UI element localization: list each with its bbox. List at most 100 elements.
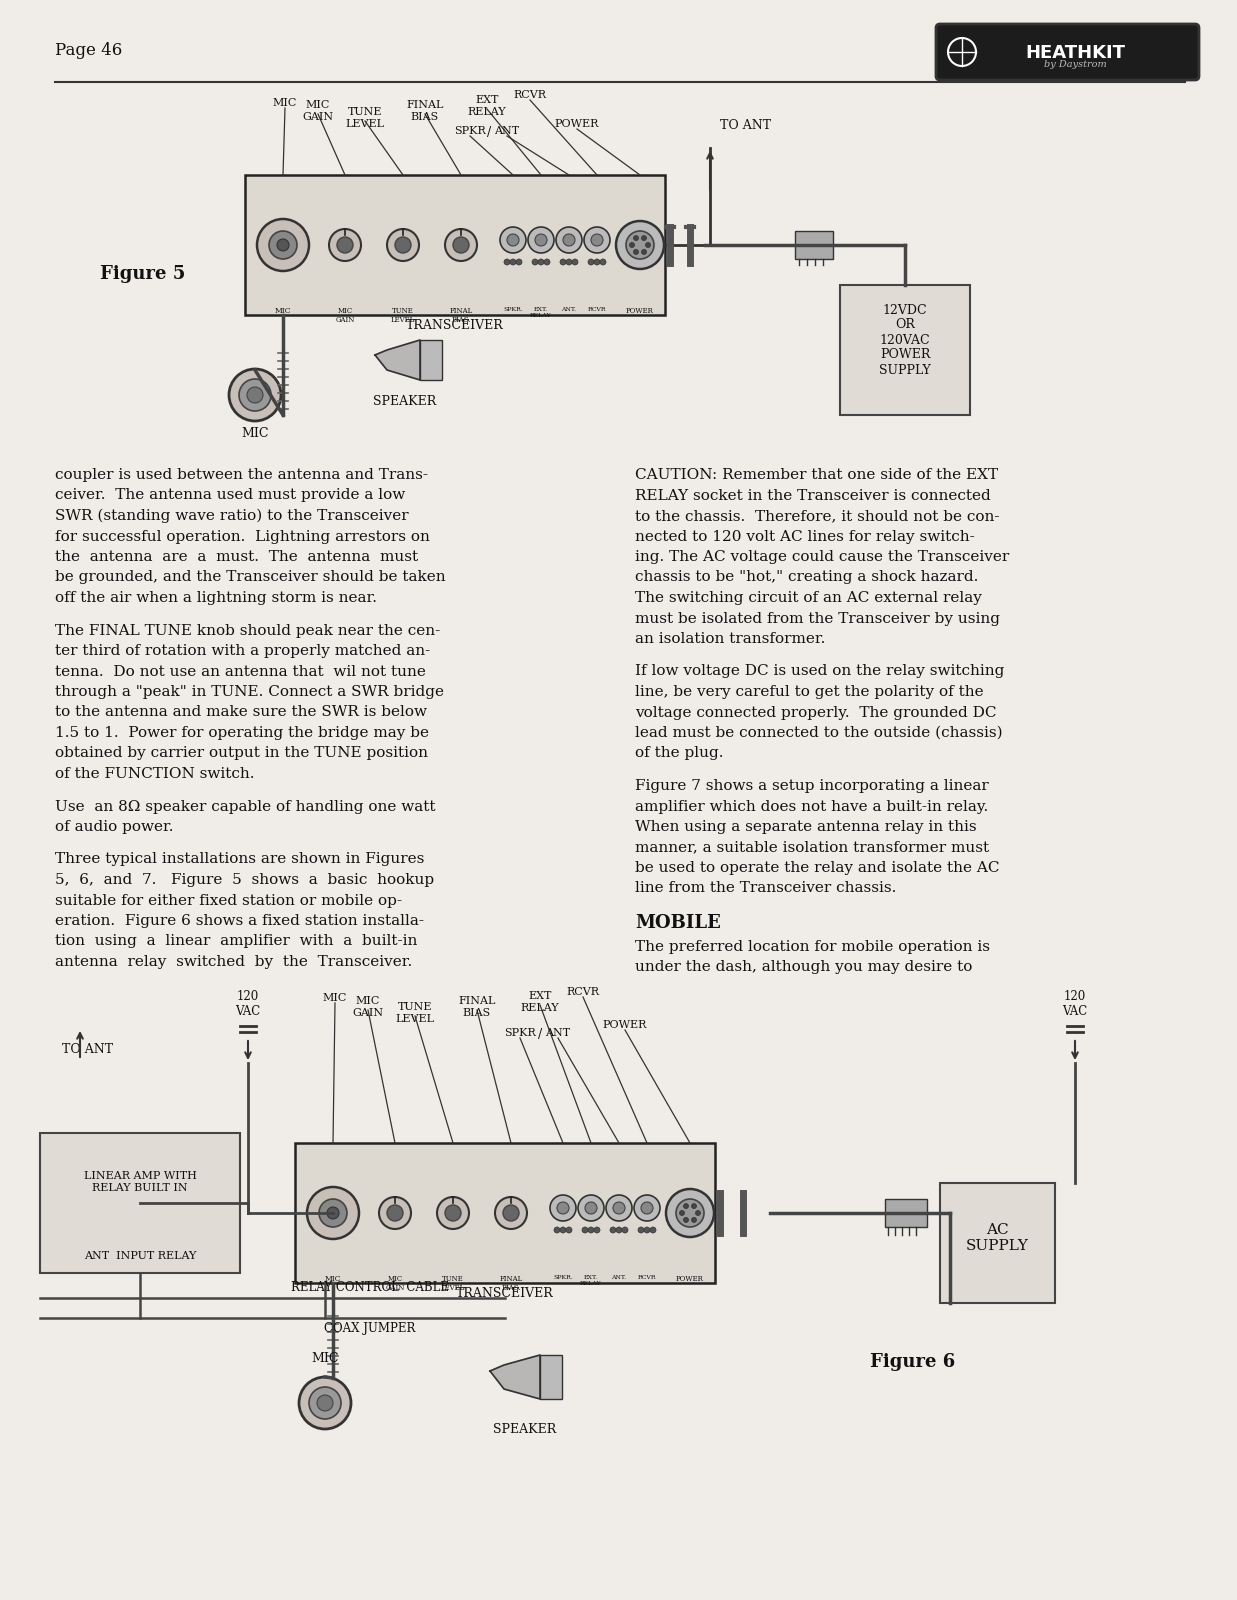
Circle shape [560, 259, 567, 266]
Circle shape [387, 229, 419, 261]
Text: RCVR: RCVR [638, 1275, 657, 1280]
Text: TO ANT: TO ANT [720, 118, 771, 133]
Circle shape [247, 387, 263, 403]
Text: When using a separate antenna relay in this: When using a separate antenna relay in t… [635, 819, 977, 834]
Text: TUNE
LEVEL: TUNE LEVEL [396, 1002, 434, 1024]
Bar [294, 1142, 715, 1283]
Circle shape [614, 1202, 625, 1214]
Circle shape [445, 229, 477, 261]
Circle shape [684, 1203, 689, 1208]
Text: 5,  6,  and  7.   Figure  5  shows  a  basic  hookup: 5, 6, and 7. Figure 5 shows a basic hook… [54, 874, 434, 886]
Text: eration.  Figure 6 shows a fixed station installa-: eration. Figure 6 shows a fixed station … [54, 914, 424, 928]
Text: TO ANT: TO ANT [62, 1043, 113, 1056]
Circle shape [317, 1395, 333, 1411]
Circle shape [516, 259, 522, 266]
Circle shape [453, 237, 469, 253]
Text: be used to operate the relay and isolate the AC: be used to operate the relay and isolate… [635, 861, 999, 875]
Text: FINAL
BIAS.: FINAL BIAS. [449, 307, 473, 325]
Circle shape [445, 1205, 461, 1221]
Circle shape [646, 243, 651, 248]
Text: ANT  INPUT RELAY: ANT INPUT RELAY [84, 1251, 197, 1261]
Text: POWER: POWER [602, 1021, 647, 1030]
Text: lead must be connected to the outside (chassis): lead must be connected to the outside (c… [635, 726, 1003, 739]
Circle shape [642, 250, 647, 254]
Circle shape [622, 1227, 628, 1234]
Circle shape [560, 1227, 567, 1234]
Text: TRANSCEIVER: TRANSCEIVER [406, 318, 503, 333]
Circle shape [641, 1202, 653, 1214]
Text: ceiver.  The antenna used must provide a low: ceiver. The antenna used must provide a … [54, 488, 406, 502]
Text: EXT
RELAY: EXT RELAY [468, 94, 506, 117]
Text: /: / [538, 1029, 542, 1042]
Circle shape [635, 1195, 661, 1221]
Text: manner, a suitable isolation transformer must: manner, a suitable isolation transformer… [635, 840, 990, 854]
Circle shape [578, 1195, 604, 1221]
Bar [541, 1355, 562, 1398]
Text: SPEAKER: SPEAKER [494, 1422, 557, 1437]
Circle shape [299, 1378, 351, 1429]
Circle shape [675, 1198, 704, 1227]
Text: The preferred location for mobile operation is: The preferred location for mobile operat… [635, 939, 990, 954]
Circle shape [528, 227, 554, 253]
Text: 120
VAC: 120 VAC [1063, 990, 1087, 1018]
Text: nected to 120 volt AC lines for relay switch-: nected to 120 volt AC lines for relay sw… [635, 530, 975, 544]
Text: ANT.: ANT. [562, 307, 576, 312]
Text: POWER: POWER [626, 307, 654, 315]
Circle shape [229, 370, 281, 421]
Text: MIC
GAIN: MIC GAIN [302, 99, 334, 122]
Text: be grounded, and the Transceiver should be taken: be grounded, and the Transceiver should … [54, 571, 445, 584]
Text: off the air when a lightning storm is near.: off the air when a lightning storm is ne… [54, 590, 377, 605]
Text: to the chassis.  Therefore, it should not be con-: to the chassis. Therefore, it should not… [635, 509, 999, 523]
Text: RCVR: RCVR [513, 90, 547, 99]
Circle shape [336, 237, 353, 253]
Text: amplifier which does not have a built-in relay.: amplifier which does not have a built-in… [635, 800, 988, 813]
Circle shape [555, 227, 581, 253]
Circle shape [550, 1195, 576, 1221]
Circle shape [666, 1189, 714, 1237]
Text: The switching circuit of an AC external relay: The switching circuit of an AC external … [635, 590, 982, 605]
Circle shape [633, 235, 638, 240]
Text: RELAY CONTROL  CABLE: RELAY CONTROL CABLE [291, 1282, 449, 1294]
Text: Page 46: Page 46 [54, 42, 122, 59]
Text: MIC
GAIN: MIC GAIN [353, 995, 383, 1018]
Circle shape [239, 379, 271, 411]
Text: EXT
RELAY: EXT RELAY [521, 990, 559, 1013]
Circle shape [437, 1197, 469, 1229]
Circle shape [626, 230, 654, 259]
Circle shape [500, 227, 526, 253]
Text: chassis to be "hot," creating a shock hazard.: chassis to be "hot," creating a shock ha… [635, 571, 978, 584]
Text: SPEAKER: SPEAKER [374, 395, 437, 408]
Text: line, be very careful to get the polarity of the: line, be very careful to get the polarit… [635, 685, 983, 699]
Circle shape [257, 219, 309, 270]
Bar [40, 1133, 240, 1274]
Circle shape [616, 1227, 622, 1234]
Text: coupler is used between the antenna and Trans-: coupler is used between the antenna and … [54, 467, 428, 482]
Circle shape [379, 1197, 411, 1229]
Circle shape [563, 234, 575, 246]
Text: /: / [487, 126, 491, 139]
Circle shape [594, 259, 600, 266]
Text: voltage connected properly.  The grounded DC: voltage connected properly. The grounded… [635, 706, 997, 720]
Text: must be isolated from the Transceiver by using: must be isolated from the Transceiver by… [635, 611, 999, 626]
Circle shape [277, 238, 289, 251]
Text: CAUTION: Remember that one side of the EXT: CAUTION: Remember that one side of the E… [635, 467, 998, 482]
Text: RELAY socket in the Transceiver is connected: RELAY socket in the Transceiver is conne… [635, 488, 991, 502]
Circle shape [591, 234, 602, 246]
Text: SPKR: SPKR [454, 126, 486, 136]
Text: 1.5 to 1.  Power for operating the bridge may be: 1.5 to 1. Power for operating the bridge… [54, 726, 429, 739]
Text: AC
SUPPLY: AC SUPPLY [966, 1222, 1028, 1253]
Text: If low voltage DC is used on the relay switching: If low voltage DC is used on the relay s… [635, 664, 1004, 678]
Circle shape [633, 250, 638, 254]
Text: ANT: ANT [546, 1029, 570, 1038]
Text: LINEAR AMP WITH
RELAY BUILT IN: LINEAR AMP WITH RELAY BUILT IN [84, 1171, 197, 1192]
Text: of the plug.: of the plug. [635, 747, 724, 760]
Circle shape [642, 235, 647, 240]
Text: Use  an 8Ω speaker capable of handling one watt: Use an 8Ω speaker capable of handling on… [54, 800, 435, 813]
Circle shape [327, 1206, 339, 1219]
Circle shape [610, 1227, 616, 1234]
Text: EXT.
RELAY: EXT. RELAY [580, 1275, 602, 1286]
Circle shape [554, 1227, 560, 1234]
Text: ANT.: ANT. [611, 1275, 627, 1280]
Text: antenna  relay  switched  by  the  Transceiver.: antenna relay switched by the Transceive… [54, 955, 412, 970]
Text: MIC: MIC [325, 1275, 341, 1283]
